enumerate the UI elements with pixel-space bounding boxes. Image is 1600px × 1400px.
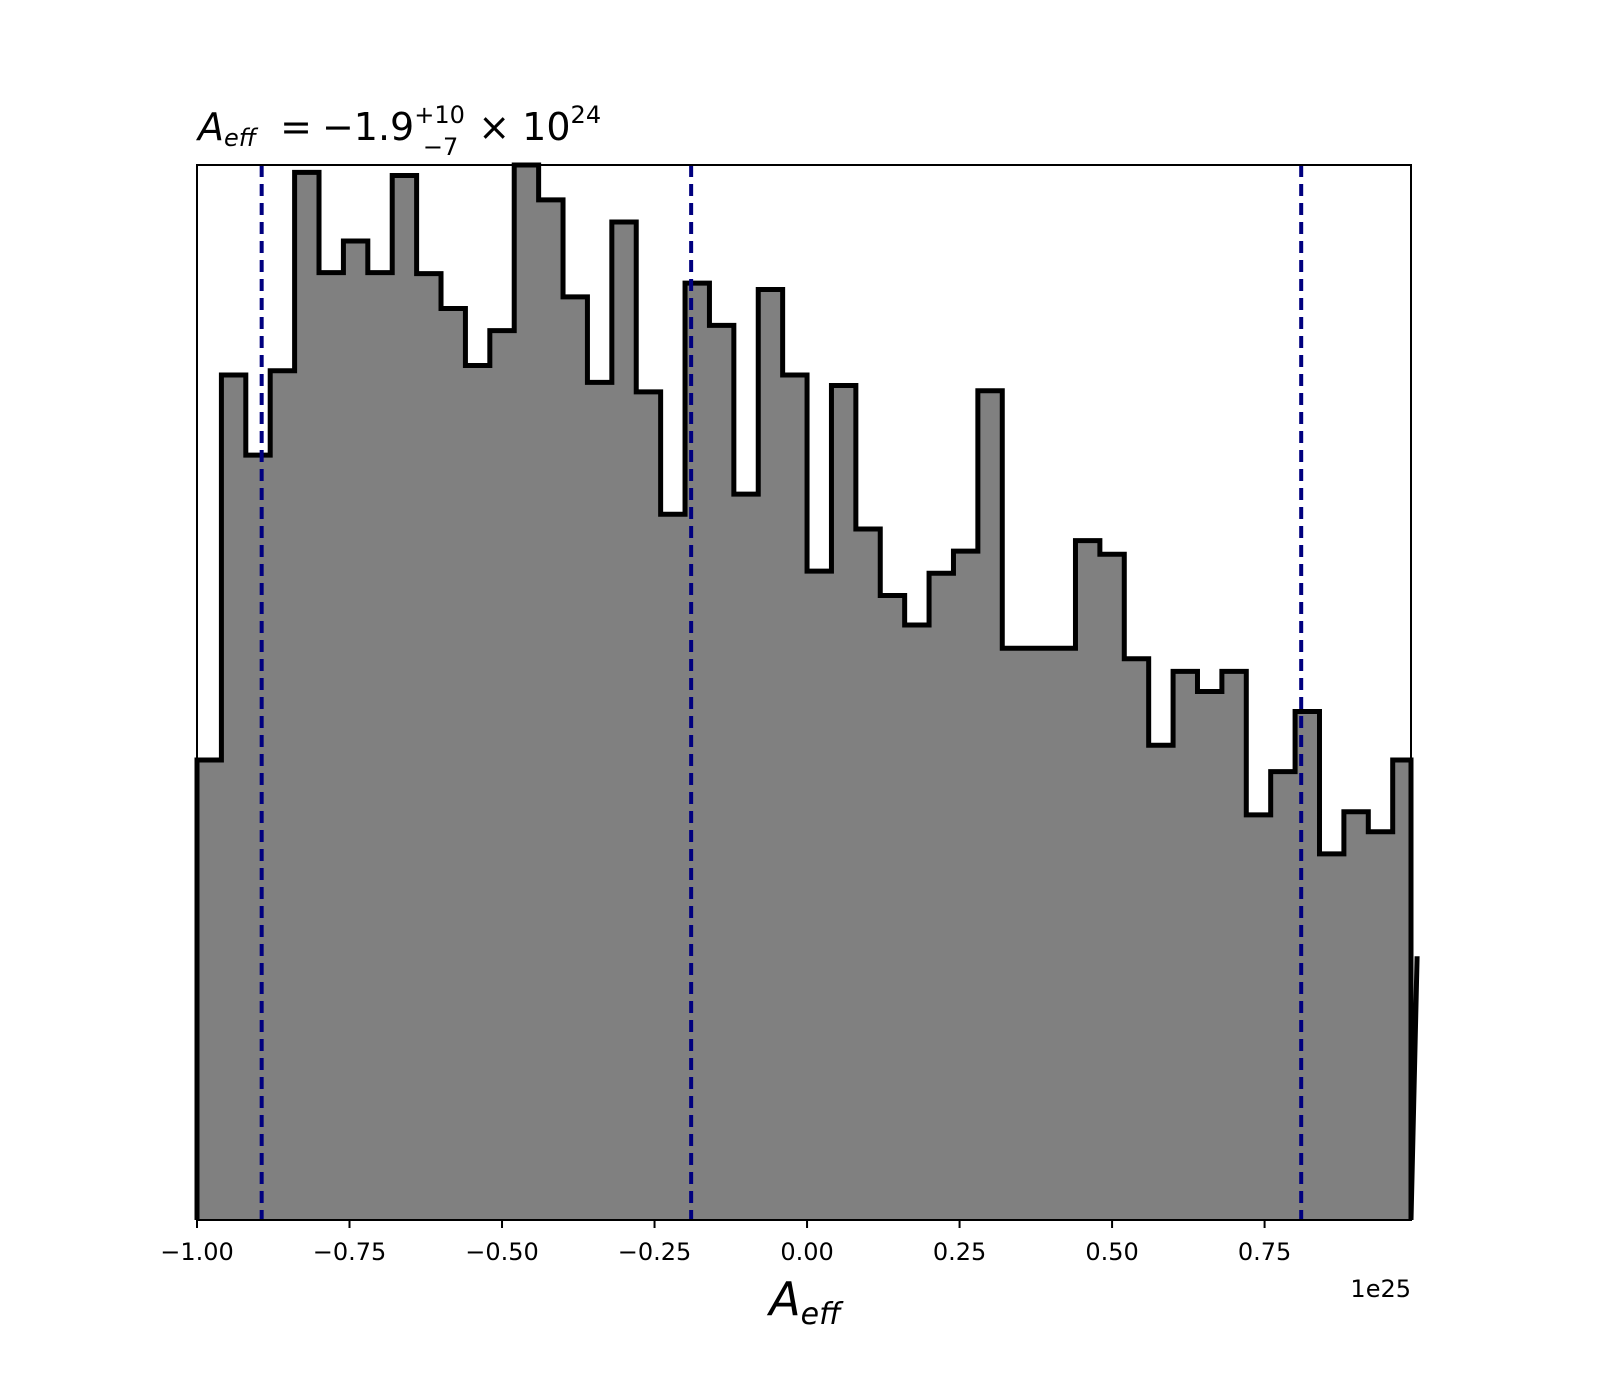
x-axis-label-sub: eff — [801, 1297, 844, 1332]
x-tick-label: −0.50 — [465, 1238, 539, 1266]
axes-frame — [196, 164, 1412, 1221]
histogram-bar — [1124, 658, 1150, 1220]
histogram-bar — [1246, 814, 1272, 1220]
histogram-bar — [1295, 711, 1320, 1220]
histogram-bar — [1221, 671, 1247, 1220]
histogram-bar — [831, 385, 857, 1220]
title-equals: = — [280, 105, 312, 149]
title-value: −1.9 — [322, 105, 414, 149]
histogram-bar — [514, 165, 540, 1220]
histogram-bar — [270, 370, 296, 1221]
histogram-bar — [611, 221, 637, 1221]
x-tick-label: −0.75 — [313, 1238, 387, 1266]
histogram-bar — [1319, 853, 1345, 1220]
histogram-bar — [392, 175, 418, 1220]
histogram-bar — [587, 382, 613, 1221]
title-times: × 10 — [478, 105, 570, 149]
x-axis-label: Aeff — [766, 1272, 844, 1332]
histogram-bar — [929, 573, 954, 1220]
histogram-bar — [1051, 648, 1076, 1220]
histogram-bar — [1343, 811, 1369, 1220]
quantile-lines — [259, 165, 1304, 1220]
histogram-bar — [441, 308, 466, 1221]
histogram-bar — [319, 272, 344, 1220]
histogram-bar — [904, 624, 930, 1220]
title-lower: −7 — [423, 133, 458, 161]
histogram-bar — [855, 528, 881, 1220]
histogram-bar — [1368, 831, 1394, 1220]
histogram-bar — [709, 325, 735, 1220]
title-symbol: A — [195, 105, 224, 149]
title-symbol-sub: eff — [224, 124, 259, 152]
histogram-bar — [1173, 671, 1198, 1220]
chart-title: Aeff = −1.9+10 −7 × 1024 — [195, 101, 601, 161]
x-axis-label-symbol: A — [766, 1272, 800, 1326]
x-tick-label: −1.00 — [160, 1238, 234, 1266]
histogram-bar — [343, 240, 369, 1220]
histogram-bar — [294, 172, 320, 1220]
x-tick-label: 0.00 — [780, 1238, 833, 1266]
histogram-bars — [197, 165, 1412, 1221]
histogram-bar — [1026, 648, 1052, 1220]
x-offset-label: 1e25 — [1350, 1275, 1411, 1303]
histogram-bar — [685, 283, 710, 1220]
histogram-bar — [489, 330, 515, 1220]
histogram-bar — [197, 760, 222, 1220]
histogram-bar — [367, 272, 393, 1220]
histogram-outline — [194, 162, 1420, 1221]
x-axis-ticks: −1.00 −0.75 −0.50 −0.25 0.00 0.25 0.50 0.75 — [160, 1220, 1291, 1266]
histogram-bar — [977, 390, 1003, 1220]
histogram-bar — [953, 551, 979, 1220]
x-tick-label: 0.50 — [1085, 1238, 1138, 1266]
histogram-bar — [1148, 745, 1174, 1220]
title-exponent: 24 — [571, 101, 602, 129]
x-tick-label: −0.25 — [618, 1238, 692, 1266]
plot-area: −1.00 −0.75 −0.50 −0.25 0.00 0.25 0.50 0.75 — [160, 162, 1420, 1266]
histogram-bar — [782, 374, 808, 1220]
histogram-bar — [758, 289, 784, 1220]
histogram-bar — [1075, 540, 1101, 1220]
histogram-bar — [1197, 691, 1223, 1220]
histogram-bar — [221, 374, 247, 1220]
histogram-bar — [1392, 760, 1412, 1220]
histogram-bar — [563, 296, 588, 1220]
histogram-bar — [465, 365, 491, 1220]
x-tick-label: 0.25 — [933, 1238, 986, 1266]
histogram-bar — [660, 514, 686, 1220]
histogram-bar — [1099, 554, 1125, 1220]
histogram-bar — [1002, 648, 1028, 1220]
x-tick-label: 0.75 — [1238, 1238, 1291, 1266]
histogram-bar — [245, 455, 271, 1220]
histogram-bar — [880, 595, 906, 1220]
histogram-bar — [538, 199, 564, 1220]
histogram-bar — [807, 571, 832, 1220]
title-upper: +10 — [414, 101, 465, 129]
histogram-bar — [636, 391, 662, 1220]
histogram-bar — [416, 273, 442, 1220]
histogram-bar — [1270, 771, 1296, 1220]
histogram-bar — [733, 494, 759, 1220]
